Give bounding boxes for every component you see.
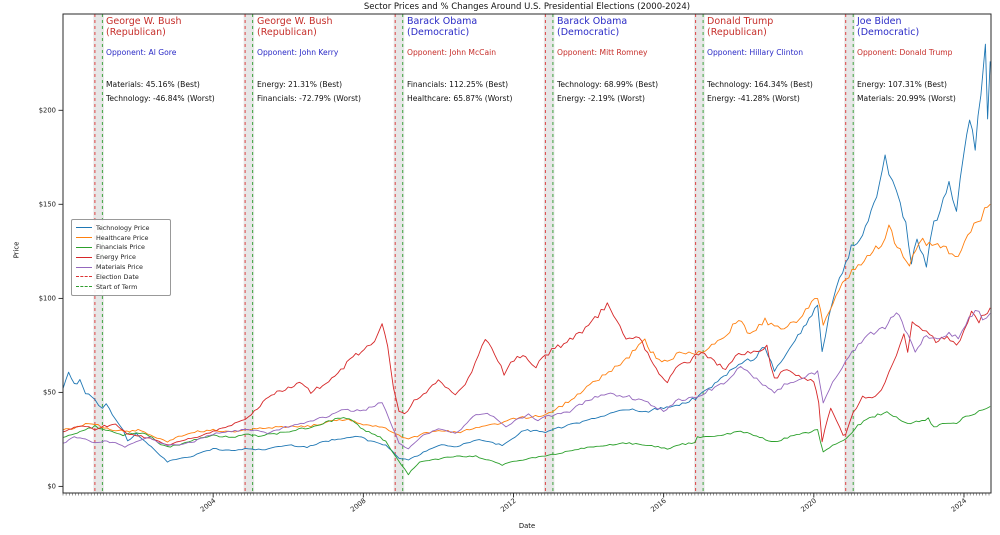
opponent-label: Opponent: John McCain <box>407 48 497 57</box>
president-annotation: Joe Biden (Democratic) Opponent: Donald Tr… <box>857 16 956 106</box>
sector-change-stats: Energy: 21.31% (Best) Financials: -72.79%… <box>257 78 361 106</box>
president-annotation: Barack Obama (Democratic) Opponent: John M… <box>407 16 512 106</box>
president-party: (Democratic) <box>407 27 470 38</box>
opponent-label: Opponent: Mitt Romney <box>557 48 648 57</box>
start-of-term-swatch <box>76 286 92 288</box>
president-annotation: George W. Bush (Republican) Opponent: John… <box>257 16 361 106</box>
president-name: Barack Obama <box>407 16 478 27</box>
president-party: (Democratic) <box>557 27 620 38</box>
opponent-label: Opponent: Hillary Clinton <box>707 48 804 57</box>
y-tick-label: $0 <box>47 483 56 491</box>
worst-sector-line: Financials: -72.79% (Worst) <box>257 94 361 103</box>
x-tick-label: 2008 <box>349 497 368 514</box>
best-sector-line: Technology: 164.34% (Best) <box>707 80 813 89</box>
legend-item-healthcare-price: Healthcare Price <box>76 233 166 243</box>
president-annotation: George W. Bush (Republican) Opponent: Al G… <box>106 16 215 106</box>
president-annotation: Barack Obama (Democratic) Opponent: Mitt R… <box>557 16 658 106</box>
sector-change-stats: Technology: 68.99% (Best) Energy: -2.19% … <box>557 78 658 106</box>
y-axis-label: Price <box>12 241 21 259</box>
best-sector-line: Financials: 112.25% (Best) <box>407 80 509 89</box>
legend-box: Technology Price Healthcare Price Financia… <box>71 219 171 296</box>
y-tick-label: $100 <box>39 295 56 303</box>
opponent-label: Opponent: John Kerry <box>257 48 339 57</box>
legend-item-energy-price: Energy Price <box>76 252 166 262</box>
y-tick-label: $50 <box>43 389 56 397</box>
president-party: (Republican) <box>106 27 166 38</box>
x-tick-label: 2020 <box>799 497 818 514</box>
legend-item-label: Energy Price <box>96 253 136 262</box>
sector-change-stats: Energy: 107.31% (Best) Materials: 20.99% … <box>857 78 956 106</box>
legend-item-materials-price: Materials Price <box>76 262 166 272</box>
sector-change-stats: Materials: 45.16% (Best) Technology: -46.… <box>106 78 215 106</box>
sector-change-stats: Technology: 164.34% (Best) Energy: -41.28… <box>707 78 813 106</box>
legend-item-label: Financials Price <box>96 243 145 252</box>
election-date-swatch <box>76 276 92 278</box>
best-sector-line: Energy: 107.31% (Best) <box>857 80 947 89</box>
president-name: Barack Obama <box>557 16 628 27</box>
opponent-label: Opponent: Donald Trump <box>857 48 953 57</box>
best-sector-line: Technology: 68.99% (Best) <box>557 80 659 89</box>
x-axis-label: Date <box>518 522 536 530</box>
president-name: George W. Bush <box>257 16 333 27</box>
financials-price-swatch <box>76 246 92 248</box>
president-name: George W. Bush <box>106 16 182 27</box>
materials-price-swatch <box>76 266 92 268</box>
worst-sector-line: Healthcare: 65.87% (Worst) <box>407 94 513 103</box>
legend-item-start-of-term: Start of Term <box>76 282 166 292</box>
election-period-span <box>393 14 405 493</box>
x-tick-label: 2012 <box>499 497 518 514</box>
president-party: (Republican) <box>257 27 317 38</box>
legend-item-label: Materials Price <box>96 263 143 272</box>
healthcare-price-line <box>62 203 991 443</box>
x-tick-label: 2016 <box>649 497 668 514</box>
x-tick-label: 2004 <box>199 497 218 514</box>
financials-price-line <box>62 406 991 476</box>
x-tick-label: 2024 <box>950 497 969 514</box>
legend-item-label: Technology Price <box>96 223 150 232</box>
legend-item-label: Healthcare Price <box>96 233 149 242</box>
sector-change-stats: Financials: 112.25% (Best) Healthcare: 65… <box>407 78 512 106</box>
best-sector-line: Energy: 21.31% (Best) <box>257 80 343 89</box>
president-name: Donald Trump <box>707 16 774 27</box>
legend-item-label: Election Date <box>96 272 139 281</box>
y-tick-label: $150 <box>39 201 56 209</box>
president-party: (Republican) <box>707 27 767 38</box>
president-name: Joe Biden <box>857 16 902 27</box>
energy-price-swatch <box>76 256 92 258</box>
legend-item-election-date: Election Date <box>76 272 166 282</box>
worst-sector-line: Energy: -41.28% (Worst) <box>707 94 800 103</box>
energy-price-line <box>62 302 991 446</box>
election-period-span <box>243 14 255 493</box>
opponent-label: Opponent: Al Gore <box>106 48 177 57</box>
chart-title: Sector Prices and % Changes Around U.S. … <box>363 2 691 12</box>
worst-sector-line: Technology: -46.84% (Worst) <box>106 94 215 103</box>
worst-sector-line: Energy: -2.19% (Worst) <box>557 94 645 103</box>
election-period-span <box>543 14 555 493</box>
election-period-span <box>694 14 705 493</box>
president-annotation: Donald Trump (Republican) Opponent: Hillar… <box>707 16 813 106</box>
plot-frame <box>62 13 992 494</box>
y-tick-label: $200 <box>39 107 56 115</box>
legend-item-label: Start of Term <box>96 282 138 291</box>
materials-price-line <box>62 309 991 450</box>
legend-item-financials-price: Financials Price <box>76 243 166 253</box>
best-sector-line: Materials: 45.16% (Best) <box>106 80 200 89</box>
technology-price-line <box>62 43 991 463</box>
healthcare-price-swatch <box>76 237 92 239</box>
worst-sector-line: Materials: 20.99% (Worst) <box>857 94 956 103</box>
president-party: (Democratic) <box>857 27 920 38</box>
legend-item-technology-price: Technology Price <box>76 223 166 233</box>
technology-price-swatch <box>76 227 92 229</box>
